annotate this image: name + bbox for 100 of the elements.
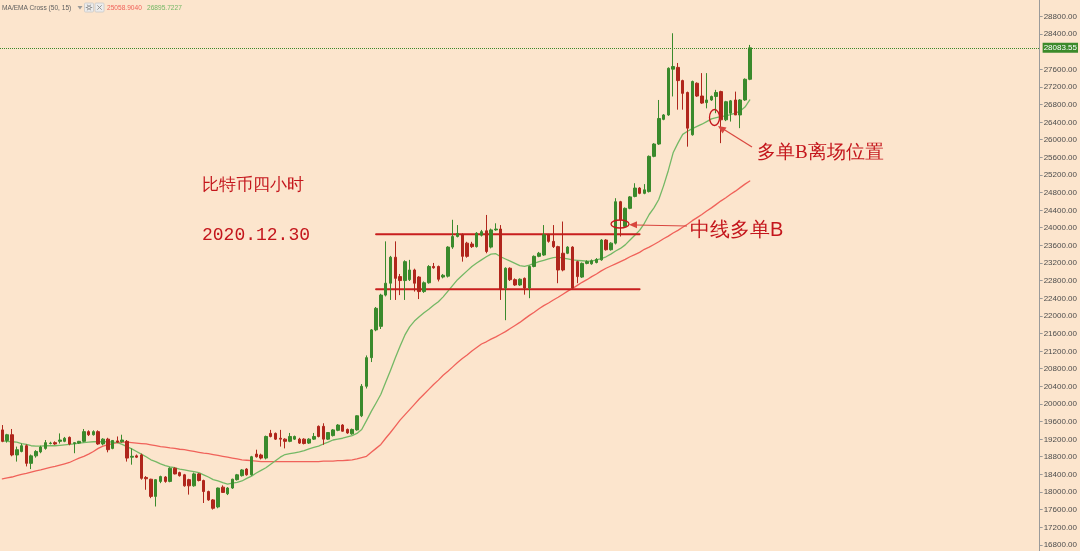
candlestick xyxy=(518,277,522,287)
line-series xyxy=(1,99,751,485)
candlestick xyxy=(317,424,320,438)
candlestick xyxy=(221,484,225,494)
y-tick-label: 18000.00 xyxy=(1043,487,1078,497)
y-tick-label: 22800.00 xyxy=(1043,276,1078,286)
y-tick-label: 26800.00 xyxy=(1043,99,1078,109)
candlestick xyxy=(68,435,71,446)
candlestick xyxy=(106,437,110,453)
candlestick xyxy=(226,486,229,496)
candlestick xyxy=(1,424,4,443)
annotation: 比特币四小时 xyxy=(202,175,304,195)
y-tick-label: 25600.00 xyxy=(1043,152,1078,162)
candlestick xyxy=(638,186,641,195)
y-tick-label: 25200.00 xyxy=(1043,170,1078,180)
candlestick xyxy=(5,433,9,444)
candlestick xyxy=(125,439,129,463)
candlestick xyxy=(269,429,272,438)
candlestick xyxy=(135,454,138,459)
y-tick-label: 17200.00 xyxy=(1043,522,1078,532)
y-tick-label: 24400.00 xyxy=(1043,205,1078,215)
y-tick-label: 27600.00 xyxy=(1043,64,1078,74)
y-tick-label: 18800.00 xyxy=(1043,452,1078,462)
candlestick xyxy=(58,432,62,445)
candlestick xyxy=(389,255,392,301)
candlestick xyxy=(714,89,718,114)
candlestick xyxy=(49,441,52,445)
y-tick-label: 21600.00 xyxy=(1043,328,1078,338)
y-tick-label: 20400.00 xyxy=(1043,381,1078,391)
y-tick-label: 20000.00 xyxy=(1043,399,1078,409)
candlestick xyxy=(566,245,569,255)
y-tick-label: 26400.00 xyxy=(1043,117,1078,127)
y-tick-label: 22400.00 xyxy=(1043,293,1078,303)
y-tick-label: 28800.00 xyxy=(1043,11,1078,21)
y-tick-label: 19600.00 xyxy=(1043,417,1078,427)
candlestick xyxy=(576,260,579,284)
candlestick xyxy=(159,475,162,484)
y-tick-label: 17600.00 xyxy=(1043,505,1078,515)
candlestick xyxy=(120,434,124,444)
candlestick xyxy=(25,443,28,467)
candlestick xyxy=(719,90,723,144)
y-tick-label: 23200.00 xyxy=(1043,258,1078,268)
y-tick-label: 24800.00 xyxy=(1043,187,1078,197)
candlestick xyxy=(485,214,488,254)
candlestick xyxy=(92,429,95,437)
candlestick xyxy=(691,80,694,137)
candlestick xyxy=(705,72,708,109)
candlestick xyxy=(341,423,344,433)
candlestick xyxy=(168,466,172,483)
ref-line-label: 28083.55 xyxy=(1043,43,1078,53)
y-tick-label: 26000.00 xyxy=(1043,135,1078,145)
candlestick xyxy=(87,429,90,437)
candlestick xyxy=(499,224,502,301)
candlestick xyxy=(96,429,100,446)
y-tick-label: 23600.00 xyxy=(1043,240,1078,250)
y-tick-label: 19200.00 xyxy=(1043,434,1078,444)
y-tick-label: 22000.00 xyxy=(1043,311,1078,321)
candlestick xyxy=(53,440,57,446)
candlestick xyxy=(432,262,435,270)
y-tick-label: 16800.00 xyxy=(1043,540,1078,550)
text: 多单B离场位置 xyxy=(757,140,884,162)
y-tick-label: 18400.00 xyxy=(1043,469,1078,479)
y-tick-label: 24000.00 xyxy=(1043,223,1078,233)
candlestick xyxy=(504,266,507,321)
candlestick xyxy=(619,200,622,238)
candlestick xyxy=(264,435,268,460)
candlestick xyxy=(216,487,220,509)
candlestick xyxy=(173,466,177,475)
candlestick xyxy=(595,257,598,264)
candlestick xyxy=(346,428,349,435)
candlestick xyxy=(288,432,292,443)
y-tick-label: 28400.00 xyxy=(1043,29,1078,39)
candlestick xyxy=(154,478,157,508)
candlestick xyxy=(456,224,459,238)
y-tick-label: 20800.00 xyxy=(1043,364,1078,374)
candlestick xyxy=(322,422,325,446)
candlestick xyxy=(724,100,728,122)
candlestick xyxy=(250,455,253,477)
y-tick-label: 27200.00 xyxy=(1043,82,1078,92)
candlestick xyxy=(686,91,689,148)
candlestick xyxy=(302,437,306,445)
candlestick xyxy=(475,231,478,249)
candlestick xyxy=(187,478,191,496)
candlestick xyxy=(523,276,526,296)
candlestick xyxy=(547,233,550,244)
candlestick xyxy=(192,472,196,488)
candlestick xyxy=(571,245,574,289)
candlestick xyxy=(676,62,680,111)
candlestick xyxy=(15,446,19,463)
annotation: 中线多单B xyxy=(690,218,784,240)
y-tick-label: 21200.00 xyxy=(1043,346,1078,356)
candlestick xyxy=(437,265,440,282)
candlestick xyxy=(365,354,368,389)
candlestick xyxy=(101,437,105,446)
annotation: 2020.12.30 xyxy=(202,225,311,246)
candlestick xyxy=(604,238,608,252)
candlestick xyxy=(111,439,114,450)
candlestick xyxy=(274,432,277,441)
candlestick xyxy=(116,435,119,444)
candlestick xyxy=(734,91,737,116)
